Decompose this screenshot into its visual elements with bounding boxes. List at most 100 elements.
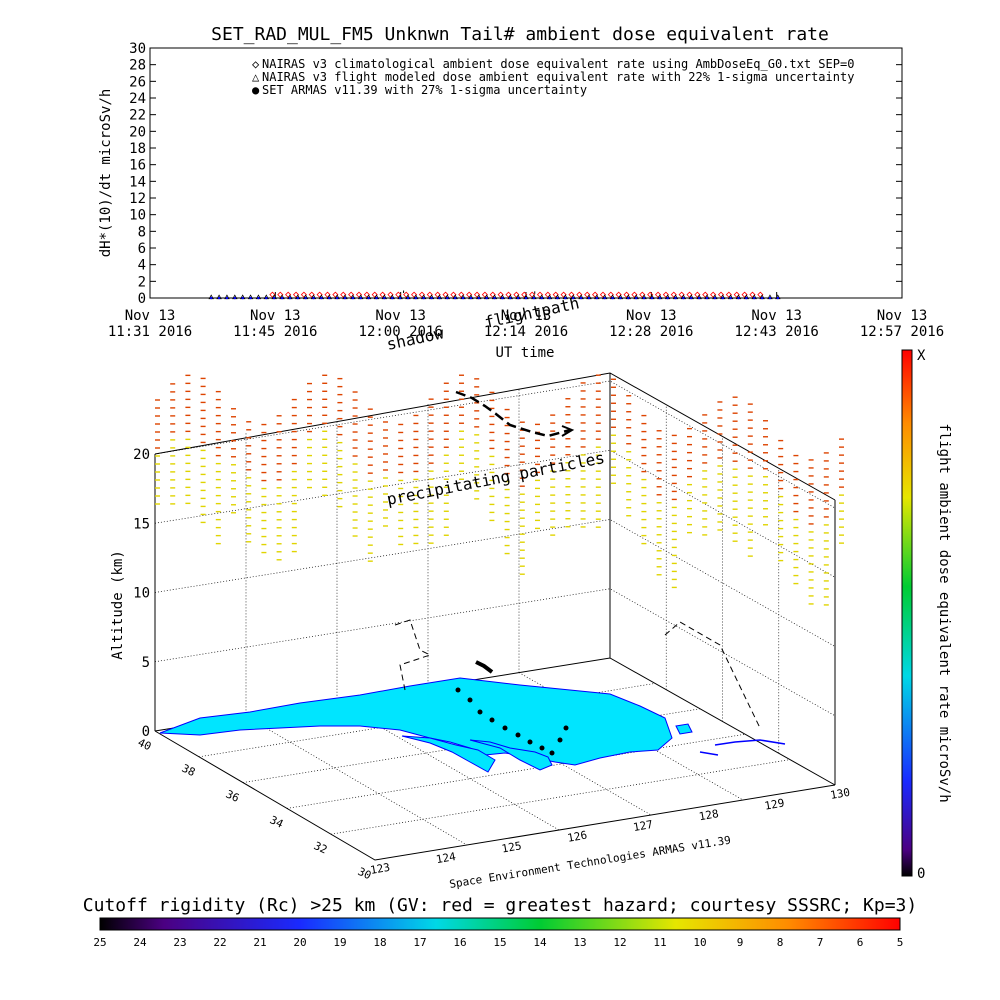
armas-point	[391, 296, 394, 300]
rigidity-tick-label: 17	[413, 936, 426, 949]
korea-coast	[401, 735, 496, 773]
armas-point	[280, 296, 284, 300]
flight-segment-low	[475, 660, 494, 674]
armas-point	[493, 296, 496, 300]
nairas-clim-point	[316, 291, 323, 298]
altitude-tick-label: 0	[142, 724, 150, 740]
nairas-clim-point	[521, 291, 528, 298]
nairas-clim-point	[363, 291, 370, 298]
ground-track-point	[502, 725, 508, 731]
armas-point	[422, 296, 425, 300]
y-tick-label: 6	[138, 241, 146, 257]
armas-point	[650, 296, 654, 300]
y-tick-label: 22	[129, 108, 146, 124]
nairas-clim-point	[662, 291, 669, 298]
armas-point	[328, 296, 331, 300]
nairas-clim-point	[552, 291, 559, 298]
nairas-clim-point	[529, 291, 536, 298]
nairas-clim-point	[340, 291, 347, 298]
armas-point	[564, 296, 567, 300]
y-tick-label: 24	[129, 91, 146, 107]
small-island	[675, 723, 693, 735]
nairas-clim-point	[355, 291, 363, 298]
floor-front	[154, 730, 836, 861]
altitude-tick-label: 5	[142, 655, 150, 671]
altitude-gridline	[154, 380, 836, 509]
flight-path	[455, 390, 575, 756]
ground-track-point	[557, 737, 563, 743]
nairas-clim-point	[450, 291, 457, 298]
x-tick-label-time: 12:43 2016	[735, 324, 819, 340]
x-tick-label-time: 12:28 2016	[609, 324, 693, 340]
legend: ◇ NAIRAS v3 climatological ambient dose e…	[252, 57, 854, 97]
nairas-clim-point	[733, 291, 740, 298]
y-tick-label: 30	[129, 41, 146, 57]
nairas-clim-point	[285, 291, 292, 298]
longitude-tick-label: 127	[632, 818, 654, 834]
nairas-clim-point	[584, 291, 591, 298]
rigidity-tick-label: 25	[93, 936, 106, 949]
rigidity-tick-label: 6	[857, 936, 864, 949]
armas-point	[312, 296, 315, 300]
y-tick-label: 0	[138, 291, 146, 307]
nairas-clim-point	[481, 291, 488, 298]
armas-point	[383, 296, 386, 300]
ground-track-point	[527, 739, 533, 745]
armas-point	[776, 296, 780, 300]
top-series	[208, 290, 781, 300]
ground-track-point	[489, 717, 495, 723]
nairas-clim-point	[560, 291, 567, 298]
latitude-tick-label: 32	[312, 839, 330, 856]
colorbar-right-label: flight ambient dose equivalent rate micr…	[936, 423, 952, 802]
nairas-clim-point	[395, 291, 402, 298]
nairas-clim-point	[757, 291, 764, 298]
nairas-clim-point	[332, 291, 339, 298]
floor-gridline	[245, 716, 468, 846]
annotation-particles: precipitating particles	[385, 448, 606, 509]
3d-box	[154, 372, 836, 861]
floor-gridline	[330, 759, 791, 835]
nairas-clim-point	[576, 291, 583, 298]
armas-point	[469, 296, 473, 300]
rigidity-tick-label: 22	[213, 936, 226, 949]
nairas-clim-point	[403, 291, 410, 298]
rigidity-tick-label: 13	[573, 936, 586, 949]
longitude-tick-label: 123	[369, 861, 391, 877]
armas-point	[217, 296, 221, 300]
rigidity-tick-label: 15	[493, 936, 506, 949]
longitude-tick-label: 128	[698, 807, 720, 823]
armas-point	[375, 296, 378, 300]
armas-point	[603, 296, 606, 300]
3d-gridlines	[154, 380, 836, 846]
y-tick-label: 8	[138, 224, 146, 240]
ground-track-point	[563, 725, 569, 731]
armas-point	[753, 296, 756, 300]
armas-point	[446, 296, 449, 300]
nairas-clim-point	[725, 291, 732, 298]
longitude-tick-label: 125	[501, 839, 523, 855]
nairas-clim-point	[442, 291, 449, 298]
rigidity-tick-label: 24	[133, 936, 147, 949]
x-tick-label-time: 12:57 2016	[860, 324, 944, 340]
nairas-clim-point	[324, 291, 331, 298]
nairas-clim-point	[379, 291, 386, 298]
altitude-gridline	[154, 588, 836, 717]
nairas-clim-point	[466, 291, 473, 298]
nairas-clim-point	[411, 291, 418, 298]
nairas-clim-point	[717, 291, 725, 298]
precipitating-particles-dots	[155, 374, 844, 606]
colorbar-top-label: X	[917, 348, 926, 364]
altitude-tick-label: 20	[133, 447, 150, 463]
armas-point	[532, 296, 536, 300]
nairas-clim-point	[489, 291, 496, 298]
y-tick-label: 10	[129, 208, 146, 224]
armas-point	[430, 296, 433, 300]
y-tick-label: 14	[129, 174, 146, 190]
x-tick-label-date: Nov 13	[626, 308, 677, 324]
x-tick-label-time: 12:14 2016	[484, 324, 568, 340]
armas-point	[713, 296, 717, 300]
shadow-left	[394, 619, 432, 691]
armas-point	[398, 296, 402, 300]
nairas-clim-point	[348, 291, 355, 298]
